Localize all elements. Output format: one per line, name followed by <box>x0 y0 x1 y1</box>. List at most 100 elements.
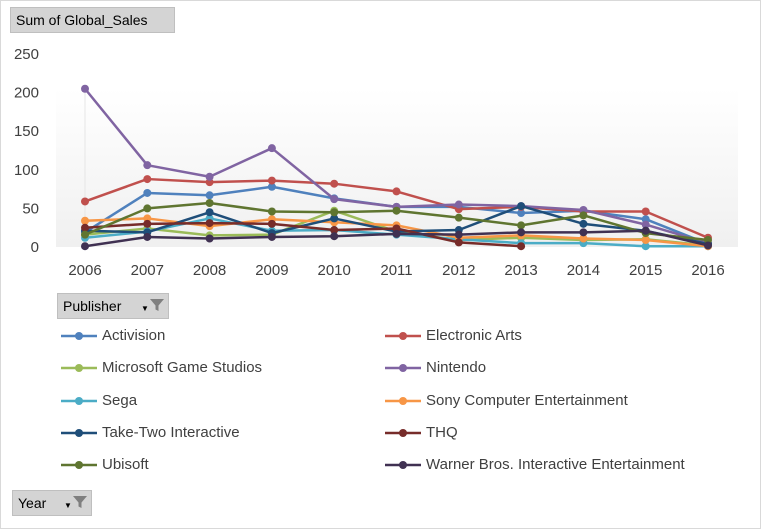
y-axis: 0 50 100 150 200 250 <box>14 46 39 256</box>
data-point[interactable] <box>641 207 650 216</box>
data-point[interactable] <box>392 206 401 215</box>
publisher-field-button[interactable]: Publisher ▼ <box>57 293 169 319</box>
publisher-filter-button[interactable]: ▼ <box>141 297 165 315</box>
y-tick-label: 0 <box>31 239 39 256</box>
legend-marker-icon <box>61 428 97 437</box>
legend-label: Electronic Arts <box>426 327 522 344</box>
year-field-label: Year <box>18 495 47 511</box>
data-point[interactable] <box>143 219 152 228</box>
data-point[interactable] <box>267 207 276 216</box>
series-line <box>84 221 522 248</box>
y-tick-label: 50 <box>22 200 39 217</box>
data-point[interactable] <box>143 161 152 170</box>
data-point[interactable] <box>205 198 214 207</box>
legend-label: THQ <box>426 423 458 441</box>
x-tick-label: 2009 <box>255 262 288 279</box>
y-tick-label: 200 <box>14 85 39 102</box>
series-warner-bros-interactive-entertainment <box>81 226 712 251</box>
data-point[interactable] <box>579 234 588 243</box>
data-point[interactable] <box>81 230 89 239</box>
data-point[interactable] <box>517 202 526 211</box>
data-point[interactable] <box>641 226 650 235</box>
data-point[interactable] <box>330 232 339 241</box>
data-point[interactable] <box>267 176 276 185</box>
series-layer <box>81 84 712 251</box>
data-point[interactable] <box>81 197 89 206</box>
data-point[interactable] <box>641 236 650 245</box>
x-tick-label: 2010 <box>318 262 351 279</box>
data-point[interactable] <box>143 188 152 197</box>
data-point[interactable] <box>330 195 339 204</box>
series-thq <box>81 219 526 251</box>
data-point[interactable] <box>143 232 152 241</box>
x-tick-label: 2012 <box>442 262 475 279</box>
data-point[interactable] <box>205 208 214 217</box>
data-point[interactable] <box>392 187 401 196</box>
legend-marker-icon <box>385 332 421 340</box>
legend-label: Activision <box>102 327 166 344</box>
data-point[interactable] <box>579 219 588 228</box>
legend-label: Sega <box>102 391 138 409</box>
data-point[interactable] <box>579 228 588 237</box>
data-point[interactable] <box>704 241 712 250</box>
x-tick-label: 2008 <box>193 262 226 279</box>
legend-marker-icon <box>61 332 97 340</box>
data-point[interactable] <box>641 242 650 251</box>
x-tick-label: 2016 <box>691 262 724 279</box>
legend-label: Warner Bros. Interactive Entertainment <box>426 456 685 474</box>
x-tick-label: 2007 <box>131 262 164 279</box>
data-point[interactable] <box>267 144 276 153</box>
legend-marker-icon <box>61 396 97 405</box>
data-point[interactable] <box>205 234 214 243</box>
legend-marker-icon <box>61 364 97 373</box>
legend-marker-icon <box>385 428 421 437</box>
y-tick-label: 100 <box>14 162 39 179</box>
data-point[interactable] <box>454 213 463 222</box>
data-point[interactable] <box>517 221 526 230</box>
x-tick-label: 2006 <box>68 262 101 279</box>
data-point[interactable] <box>267 182 276 191</box>
legend-label: Ubisoft <box>102 456 149 474</box>
data-point[interactable] <box>517 209 526 218</box>
data-point[interactable] <box>205 172 214 181</box>
legend-label: Microsoft Game Studios <box>102 359 263 377</box>
data-point[interactable] <box>205 191 214 200</box>
x-tick-label: 2013 <box>504 262 537 279</box>
data-point[interactable] <box>81 84 89 93</box>
filter-funnel-icon <box>73 496 87 508</box>
data-point[interactable] <box>330 226 339 235</box>
data-point[interactable] <box>81 223 89 232</box>
y-tick-label: 250 <box>14 46 39 63</box>
data-point[interactable] <box>81 242 89 251</box>
y-tick-label: 150 <box>14 123 39 140</box>
legend-marker-icon <box>385 461 421 470</box>
data-point[interactable] <box>517 242 526 251</box>
data-point[interactable] <box>454 200 463 209</box>
year-filter-button[interactable]: ▼ <box>64 494 88 512</box>
data-point[interactable] <box>143 204 152 213</box>
data-point[interactable] <box>143 175 152 184</box>
data-point[interactable] <box>454 238 463 247</box>
legend-marker-icon <box>61 461 97 470</box>
data-point[interactable] <box>330 179 339 188</box>
value-field-button[interactable]: Sum of Global_Sales <box>10 7 175 33</box>
x-tick-label: 2014 <box>567 262 600 279</box>
data-point[interactable] <box>267 219 276 228</box>
value-field-label: Sum of Global_Sales <box>16 12 148 28</box>
legend-marker-icon <box>385 364 421 373</box>
data-point[interactable] <box>81 216 89 225</box>
data-point[interactable] <box>454 230 463 239</box>
data-point[interactable] <box>392 229 401 238</box>
filter-funnel-icon <box>150 299 164 311</box>
data-point[interactable] <box>267 232 276 241</box>
year-field-button[interactable]: Year ▼ <box>12 490 92 516</box>
data-point[interactable] <box>330 208 339 217</box>
data-point[interactable] <box>205 219 214 228</box>
data-point[interactable] <box>579 211 588 220</box>
data-point[interactable] <box>330 214 339 223</box>
data-point[interactable] <box>517 228 526 237</box>
data-point[interactable] <box>641 220 650 229</box>
legend-marker-icon <box>385 396 421 405</box>
legend-label: Nintendo <box>426 359 487 377</box>
